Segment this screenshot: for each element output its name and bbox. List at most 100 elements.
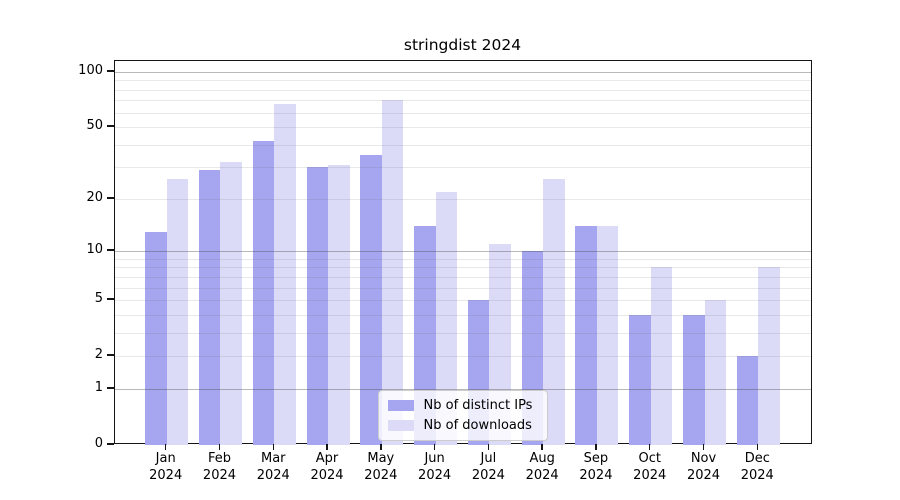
gridline-minor: [114, 112, 811, 114]
x-tick-year: 2024: [256, 467, 290, 483]
gridline-minor: [114, 198, 811, 200]
legend-label: Nb of downloads: [423, 418, 532, 433]
legend-item: Nb of downloads: [387, 418, 538, 433]
x-tick-year: 2024: [740, 467, 774, 483]
bar-downloads: [381, 100, 404, 445]
x-tick-month: Mar: [260, 451, 286, 466]
bar-distinct-ips: [736, 356, 759, 445]
x-tick-mark: [164, 444, 167, 450]
y-tick-mark: [107, 70, 114, 72]
y-tick-mark: [107, 125, 114, 127]
x-tick-label: Sep 2024: [561, 451, 631, 484]
x-tick-year: 2024: [202, 467, 237, 483]
gridline-minor: [114, 314, 811, 316]
x-tick-mark: [595, 444, 597, 450]
y-tick-mark: [107, 197, 114, 199]
x-tick-label: Oct 2024: [615, 451, 685, 484]
y-tick-mark: [107, 249, 114, 251]
x-tick-month: Feb: [207, 451, 231, 466]
plot-area: Nb of distinct IPs Nb of downloads: [113, 60, 812, 445]
x-tick-year: 2024: [633, 467, 667, 483]
y-tick-mark: [107, 387, 114, 389]
x-tick-month: Dec: [744, 451, 770, 466]
legend-item: Nb of distinct IPs: [387, 398, 538, 413]
y-tick-label: 0: [94, 436, 103, 451]
x-tick-year: 2024: [418, 467, 452, 483]
x-tick-label: Jul 2024: [453, 451, 523, 484]
gridline-major: [114, 72, 811, 73]
x-tick-label: Feb 2024: [184, 451, 254, 484]
bar-distinct-ips: [575, 226, 597, 445]
x-tick-mark: [218, 444, 221, 450]
x-tick-month: Aug: [529, 451, 555, 466]
bar-downloads: [328, 164, 350, 445]
gridline-minor: [114, 300, 811, 302]
x-tick-mark: [756, 444, 759, 450]
gridline-minor: [114, 167, 811, 169]
y-tick-mark: [107, 354, 114, 356]
gridline-minor: [114, 80, 811, 82]
y-tick-mark: [107, 443, 114, 445]
bar-distinct-ips: [198, 170, 221, 445]
y-tick-label: 5: [94, 291, 103, 307]
bar-distinct-ips: [306, 167, 329, 445]
x-tick-label: Nov 2024: [669, 451, 739, 484]
x-tick-label: Apr 2024: [292, 451, 362, 484]
gridline-minor: [114, 356, 811, 358]
x-tick-month: Apr: [315, 451, 339, 466]
y-tick-label: 1: [94, 379, 103, 395]
x-tick-label: Jun 2024: [400, 451, 470, 484]
bar-distinct-ips: [252, 141, 275, 445]
x-tick-mark: [380, 444, 382, 450]
x-tick-year: 2024: [686, 467, 721, 483]
chart-title: stringdist 2024: [403, 36, 522, 54]
x-tick-mark: [541, 444, 543, 450]
gridline-major: [114, 251, 811, 253]
bar-downloads: [704, 300, 726, 445]
bar-downloads: [166, 178, 189, 445]
bar-distinct-ips: [629, 314, 651, 445]
x-tick-year: 2024: [525, 467, 559, 483]
gridline-minor: [114, 127, 811, 129]
bar-downloads: [543, 178, 565, 445]
gridline-minor: [114, 267, 811, 269]
gridline-major: [114, 388, 811, 390]
bar-distinct-ips: [145, 231, 167, 445]
x-tick-label: Aug 2024: [507, 451, 577, 484]
gridline-minor: [114, 332, 811, 334]
bar-downloads: [650, 267, 673, 445]
bar-downloads: [596, 226, 619, 445]
x-tick-mark: [487, 444, 490, 450]
gridline-minor: [114, 258, 811, 260]
y-tick-mark: [107, 298, 114, 300]
gridline-minor: [114, 276, 811, 278]
x-tick-mark: [326, 444, 328, 450]
bar-downloads: [274, 103, 296, 445]
x-tick-month: Oct: [638, 451, 661, 466]
bar-distinct-ips: [683, 314, 705, 445]
legend: Nb of distinct IPs Nb of downloads: [377, 390, 548, 441]
x-tick-month: Jun: [424, 451, 445, 466]
y-tick-label: 100: [78, 63, 103, 78]
gridline-minor: [114, 144, 811, 146]
x-tick-month: Jul: [480, 451, 497, 466]
bar-downloads: [435, 191, 458, 445]
x-tick-label: Jan 2024: [131, 451, 201, 484]
legend-label: Nb of distinct IPs: [423, 398, 533, 413]
bar-distinct-ips: [360, 155, 382, 445]
gridline-minor: [114, 287, 811, 289]
gridline-minor: [114, 89, 811, 91]
x-tick-year: 2024: [364, 467, 398, 483]
x-tick-year: 2024: [149, 467, 183, 483]
x-tick-year: 2024: [310, 467, 344, 483]
x-tick-label: Dec 2024: [722, 451, 792, 484]
gridline-minor: [114, 100, 811, 102]
x-tick-month: May: [367, 451, 395, 466]
x-tick-label: Mar 2024: [238, 451, 308, 484]
legend-swatch-distinct-ips: [387, 400, 414, 411]
x-tick-month: Sep: [583, 451, 609, 466]
y-tick-label: 50: [86, 118, 103, 134]
x-tick-month: Jan: [155, 451, 176, 466]
x-tick-month: Nov: [690, 451, 717, 466]
